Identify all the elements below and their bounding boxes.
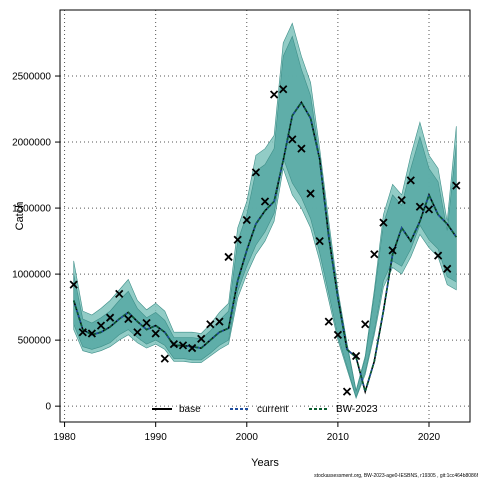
observed-point — [160, 354, 169, 363]
observed-point — [178, 341, 188, 350]
observed-point — [333, 330, 343, 339]
observed-point — [388, 246, 397, 255]
observed-point — [269, 90, 279, 99]
legend-label-base: base — [179, 404, 201, 415]
observed-points — [69, 85, 461, 396]
observed-point — [251, 168, 261, 177]
observed-point — [324, 317, 333, 326]
observed-point — [342, 387, 352, 396]
y-tick-label: 1500000 — [12, 204, 51, 215]
observed-point — [78, 328, 87, 337]
series-lines — [72, 100, 457, 395]
observed-point — [224, 252, 233, 262]
y-tick-label: 2500000 — [12, 72, 51, 83]
x-tick-label: 2000 — [236, 432, 259, 443]
observed-point — [415, 202, 425, 211]
observed-point — [187, 343, 197, 353]
series-line-bw2023 — [72, 100, 457, 395]
x-tick-label: 2010 — [327, 432, 350, 443]
y-tick-label: 0 — [45, 402, 51, 413]
observed-point — [297, 144, 306, 153]
observed-point — [260, 197, 270, 206]
legend: base current BW-2023 — [152, 404, 378, 415]
observed-point — [87, 329, 97, 338]
x-tick-label: 2020 — [418, 432, 441, 443]
observed-point — [306, 189, 315, 198]
observed-point — [361, 320, 370, 329]
observed-point — [242, 215, 251, 225]
observed-point — [151, 329, 160, 338]
observed-point — [96, 321, 106, 330]
observed-point — [351, 351, 361, 361]
legend-label-bw2023: BW-2023 — [336, 404, 378, 415]
observed-point — [397, 196, 406, 205]
observed-point — [315, 236, 324, 246]
footer-text: stockassessment.org, BW-2023-age0-IESBNS… — [314, 473, 478, 479]
y-tick-label: 1000000 — [12, 270, 51, 281]
observed-point — [169, 339, 179, 349]
observed-point — [443, 264, 452, 273]
observed-point — [233, 235, 242, 244]
observed-point — [215, 317, 224, 326]
observed-point — [452, 181, 461, 190]
observed-point — [206, 320, 215, 329]
observed-point — [142, 318, 151, 328]
observed-point — [124, 314, 133, 324]
observed-point — [105, 313, 115, 322]
observed-point — [133, 328, 142, 337]
observed-point — [379, 218, 388, 227]
axes: 1980 1990 2000 2010 2020 0 500000 1000000 150000… — [12, 72, 440, 443]
observed-point — [279, 85, 288, 94]
observed-point — [197, 334, 206, 343]
observed-point — [406, 176, 415, 185]
y-axis-title: Catch — [14, 202, 26, 231]
x-axis-title: Years — [251, 457, 279, 469]
y-tick-label: 2000000 — [12, 138, 51, 149]
observed-point — [424, 205, 434, 214]
observed-point — [115, 289, 124, 299]
x-tick-label: 1980 — [53, 432, 76, 443]
observed-point — [433, 251, 443, 260]
observed-point — [288, 135, 297, 144]
x-tick-label: 1990 — [145, 432, 168, 443]
legend-label-current: current — [257, 404, 288, 415]
observed-point — [370, 250, 379, 259]
confidence-band-inner — [73, 35, 457, 398]
plot-frame — [59, 9, 471, 423]
observed-point — [69, 280, 78, 289]
y-tick-label: 500000 — [18, 336, 52, 347]
